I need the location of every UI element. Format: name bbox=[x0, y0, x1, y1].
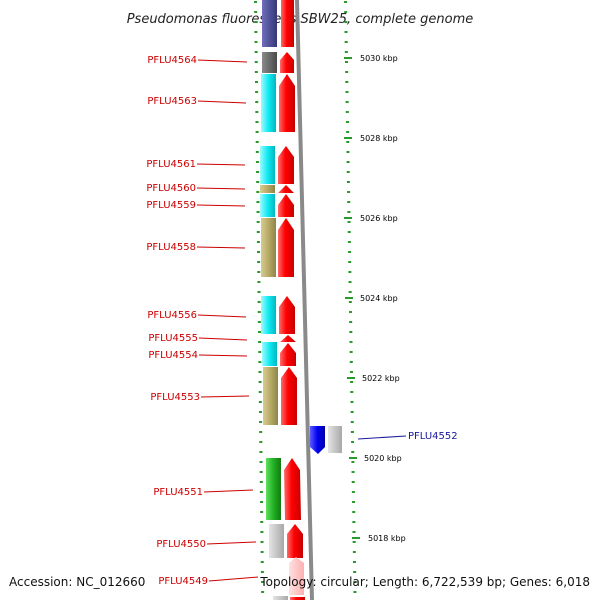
kbp-label: 5028 kbp bbox=[360, 134, 398, 143]
cds-arrow-pflu4563 bbox=[279, 74, 295, 132]
cog-bar-pflu4559 bbox=[260, 194, 275, 217]
forward-gene-labels: PFLU4564 PFLU4563 PFLU4561 PFLU4560 PFLU… bbox=[146, 55, 259, 587]
genome-title: Pseudomonas fluorescens SBW25, complete … bbox=[127, 12, 474, 27]
leader-line bbox=[198, 337, 248, 341]
gene-label-pflu4550[interactable]: PFLU4550 bbox=[156, 539, 206, 550]
leader-line bbox=[197, 59, 248, 63]
accession-text: Accession: NC_012660 bbox=[9, 575, 145, 589]
kbp-label: 5024 kbp bbox=[360, 294, 398, 303]
leader-line bbox=[197, 100, 247, 104]
cog-bar-pflu4553 bbox=[263, 367, 278, 425]
cds-arrow-pflu4549-pale bbox=[289, 557, 304, 595]
cds-arrow-top bbox=[281, 0, 294, 47]
leader-line bbox=[203, 489, 254, 493]
cog-bar-pflu4564 bbox=[262, 52, 277, 73]
tick-marks bbox=[254, 1, 357, 593]
kbp-label: 5020 kbp bbox=[364, 454, 402, 463]
cds-arrow-pflu4551 bbox=[284, 458, 301, 520]
kbp-scale: 5030 kbp 5028 kbp 5026 kbp 5024 kbp 5022… bbox=[344, 54, 406, 543]
gene-label-pflu4552[interactable]: PFLU4552 bbox=[408, 431, 458, 442]
gene-label-pflu4549[interactable]: PFLU4549 bbox=[158, 576, 208, 587]
forward-cds-track bbox=[278, 0, 305, 600]
cog-category-track bbox=[260, 0, 342, 600]
leader-line bbox=[196, 246, 246, 249]
leader-line bbox=[196, 204, 246, 207]
cds-arrow-pflu4561 bbox=[278, 146, 294, 184]
cds-arrow-pflu4560 bbox=[278, 185, 294, 193]
cds-arrow-pflu4550 bbox=[287, 524, 303, 558]
cog-bar-pflu4549 bbox=[273, 596, 288, 600]
leader-line bbox=[197, 314, 247, 318]
leader-line bbox=[357, 435, 407, 440]
gene-label-pflu4559[interactable]: PFLU4559 bbox=[146, 200, 196, 211]
leader-line bbox=[196, 187, 246, 190]
kbp-label: 5030 kbp bbox=[360, 54, 398, 63]
cog-bar-pflu4556 bbox=[261, 296, 276, 334]
cog-bar-purple bbox=[262, 0, 277, 47]
cog-bar-pflu4554 bbox=[262, 342, 277, 366]
leader-line bbox=[196, 163, 246, 166]
gene-label-pflu4560[interactable]: PFLU4560 bbox=[146, 183, 196, 194]
gene-label-pflu4554[interactable]: PFLU4554 bbox=[148, 350, 198, 361]
cog-bar-pflu4552 bbox=[328, 426, 342, 453]
cog-bar-pflu4561 bbox=[260, 146, 275, 184]
cog-bar-pflu4551 bbox=[266, 458, 281, 520]
cog-bar-pflu4563 bbox=[261, 74, 276, 132]
gene-label-pflu4561[interactable]: PFLU4561 bbox=[146, 159, 196, 170]
cds-arrow-pflu4559 bbox=[278, 194, 294, 217]
cds-arrow-pflu4556 bbox=[279, 296, 295, 334]
cds-arrow-pflu4554 bbox=[280, 343, 296, 366]
leader-line bbox=[200, 395, 250, 398]
cog-bar-pflu4558 bbox=[261, 218, 276, 277]
cds-arrow-pflu4558 bbox=[278, 218, 294, 277]
leader-line bbox=[206, 541, 257, 545]
gene-label-pflu4556[interactable]: PFLU4556 bbox=[147, 310, 197, 321]
leader-line bbox=[198, 354, 248, 357]
gene-label-pflu4563[interactable]: PFLU4563 bbox=[147, 96, 197, 107]
gene-label-pflu4558[interactable]: PFLU4558 bbox=[146, 242, 196, 253]
cog-bar-pflu4550 bbox=[269, 524, 284, 558]
kbp-label: 5018 kbp bbox=[368, 534, 406, 543]
cds-arrow-pflu4553 bbox=[281, 367, 297, 425]
cds-arrow-bottom bbox=[290, 597, 305, 600]
cog-bar-pflu4560 bbox=[260, 185, 275, 193]
kbp-label: 5026 kbp bbox=[360, 214, 398, 223]
genome-summary-text: Topology: circular; Length: 6,722,539 bp… bbox=[259, 575, 590, 589]
kbp-label: 5022 kbp bbox=[362, 374, 400, 383]
gene-label-pflu4551[interactable]: PFLU4551 bbox=[153, 487, 203, 498]
gene-label-pflu4555[interactable]: PFLU4555 bbox=[148, 333, 198, 344]
gene-label-pflu4553[interactable]: PFLU4553 bbox=[150, 392, 200, 403]
gene-label-pflu4564[interactable]: PFLU4564 bbox=[147, 55, 197, 66]
cds-arrow-pflu4564 bbox=[280, 52, 294, 73]
cds-arrow-pflu4555 bbox=[280, 335, 296, 342]
cds-arrow-pflu4552 bbox=[310, 426, 325, 454]
genome-backbone-line bbox=[295, 0, 314, 600]
leader-line bbox=[208, 576, 259, 582]
